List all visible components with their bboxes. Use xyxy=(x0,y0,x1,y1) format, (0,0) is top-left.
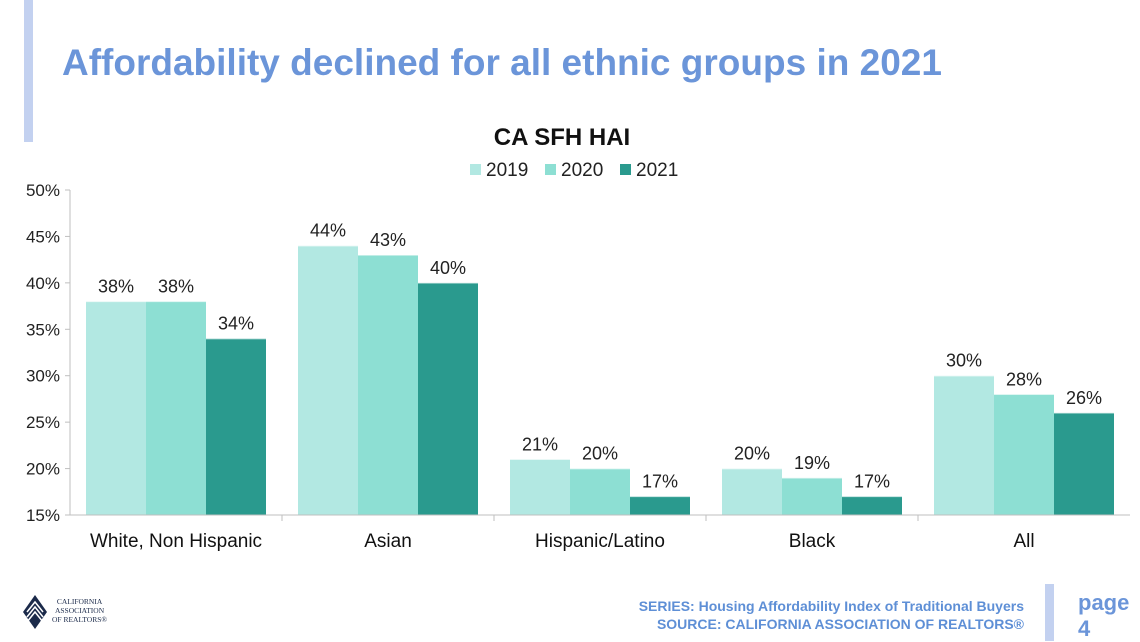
bar-2020-0 xyxy=(146,301,206,515)
legend: 2019 2020 2021 xyxy=(470,160,678,181)
bar-chart: CA SFH HAI 2019 2020 2021 15% 20% 25% 30% 35% 4… xyxy=(26,124,1130,552)
legend-label-2020: 2020 xyxy=(561,160,603,181)
data-label: 17% xyxy=(642,471,678,491)
data-label: 20% xyxy=(582,444,618,464)
bar-2019-4 xyxy=(934,375,994,515)
bar-2021-4 xyxy=(1054,412,1114,515)
bar-2021-2 xyxy=(630,496,690,515)
title-accent-bar xyxy=(24,0,33,142)
data-label: 43% xyxy=(370,230,406,250)
page-accent-bar xyxy=(1045,584,1054,641)
bar-2019-0 xyxy=(86,301,146,515)
logo-line-3: OF REALTORS® xyxy=(52,615,108,624)
y-tick-label: 20% xyxy=(26,460,60,479)
y-axis: 15% 20% 25% 30% 35% 40% 45% 50% xyxy=(26,181,71,525)
bar-2019-2 xyxy=(510,459,570,515)
data-label: 40% xyxy=(430,258,466,278)
category-label: All xyxy=(1013,531,1034,552)
bar-2020-2 xyxy=(570,468,630,515)
category-label: Asian xyxy=(364,531,412,552)
logo-line-2: ASSOCIATION xyxy=(54,606,105,615)
bar-2021-0 xyxy=(206,338,266,515)
footer-source: SOURCE: CALIFORNIA ASSOCIATION OF REALTO… xyxy=(656,616,1024,632)
footer-series: SERIES: Housing Affordability Index of T… xyxy=(638,598,1024,614)
legend-label-2021: 2021 xyxy=(636,160,678,181)
bar-2019-1 xyxy=(298,245,358,515)
y-tick-label: 15% xyxy=(26,506,60,525)
legend-label-2019: 2019 xyxy=(486,160,528,181)
data-label: 28% xyxy=(1006,369,1042,389)
category-label: White, Non Hispanic xyxy=(90,531,262,552)
data-label: 17% xyxy=(854,471,890,491)
bar-2020-1 xyxy=(358,255,418,515)
y-tick-label: 35% xyxy=(26,320,60,339)
legend-swatch-2019 xyxy=(470,164,481,175)
y-tick-label: 45% xyxy=(26,227,60,246)
legend-swatch-2020 xyxy=(545,164,556,175)
data-labels: 38% 38% 34% 44% 43% 40% 21% 20% 17% 20% 19% 17% 30% 2… xyxy=(98,221,1102,492)
page-word: page xyxy=(1078,590,1130,615)
logo-mark-icon xyxy=(23,595,47,629)
y-tick-label: 40% xyxy=(26,274,60,293)
bar-2021-3 xyxy=(842,496,902,515)
x-axis: White, Non Hispanic Asian Hispanic/Latino B… xyxy=(70,514,1130,552)
data-label: 44% xyxy=(310,221,346,241)
y-tick-label: 25% xyxy=(26,413,60,432)
bar-2021-1 xyxy=(418,282,478,515)
data-label: 19% xyxy=(794,453,830,473)
chart-title: CA SFH HAI xyxy=(494,124,630,151)
car-logo: CALIFORNIA ASSOCIATION OF REALTORS® xyxy=(22,594,122,634)
logo-text: CALIFORNIA ASSOCIATION OF REALTORS® xyxy=(52,597,107,624)
data-label: 30% xyxy=(946,351,982,371)
bar-2020-3 xyxy=(782,477,842,515)
legend-swatch-2021 xyxy=(620,164,631,175)
data-label: 38% xyxy=(158,276,194,296)
data-label: 38% xyxy=(98,276,134,296)
category-label: Hispanic/Latino xyxy=(535,531,665,552)
y-tick-label: 30% xyxy=(26,367,60,386)
slide-title: Affordability declined for all ethnic gr… xyxy=(62,42,942,83)
page-number: 4 xyxy=(1078,616,1091,641)
data-label: 34% xyxy=(218,314,254,334)
category-label: Black xyxy=(789,531,836,552)
logo-line-1: CALIFORNIA xyxy=(56,597,103,606)
data-label: 20% xyxy=(734,444,770,464)
data-label: 21% xyxy=(522,434,558,454)
bars xyxy=(86,244,1114,515)
data-label: 26% xyxy=(1066,388,1102,408)
y-tick-label: 50% xyxy=(26,181,60,200)
bar-2019-3 xyxy=(722,468,782,515)
bar-2020-4 xyxy=(994,394,1054,515)
